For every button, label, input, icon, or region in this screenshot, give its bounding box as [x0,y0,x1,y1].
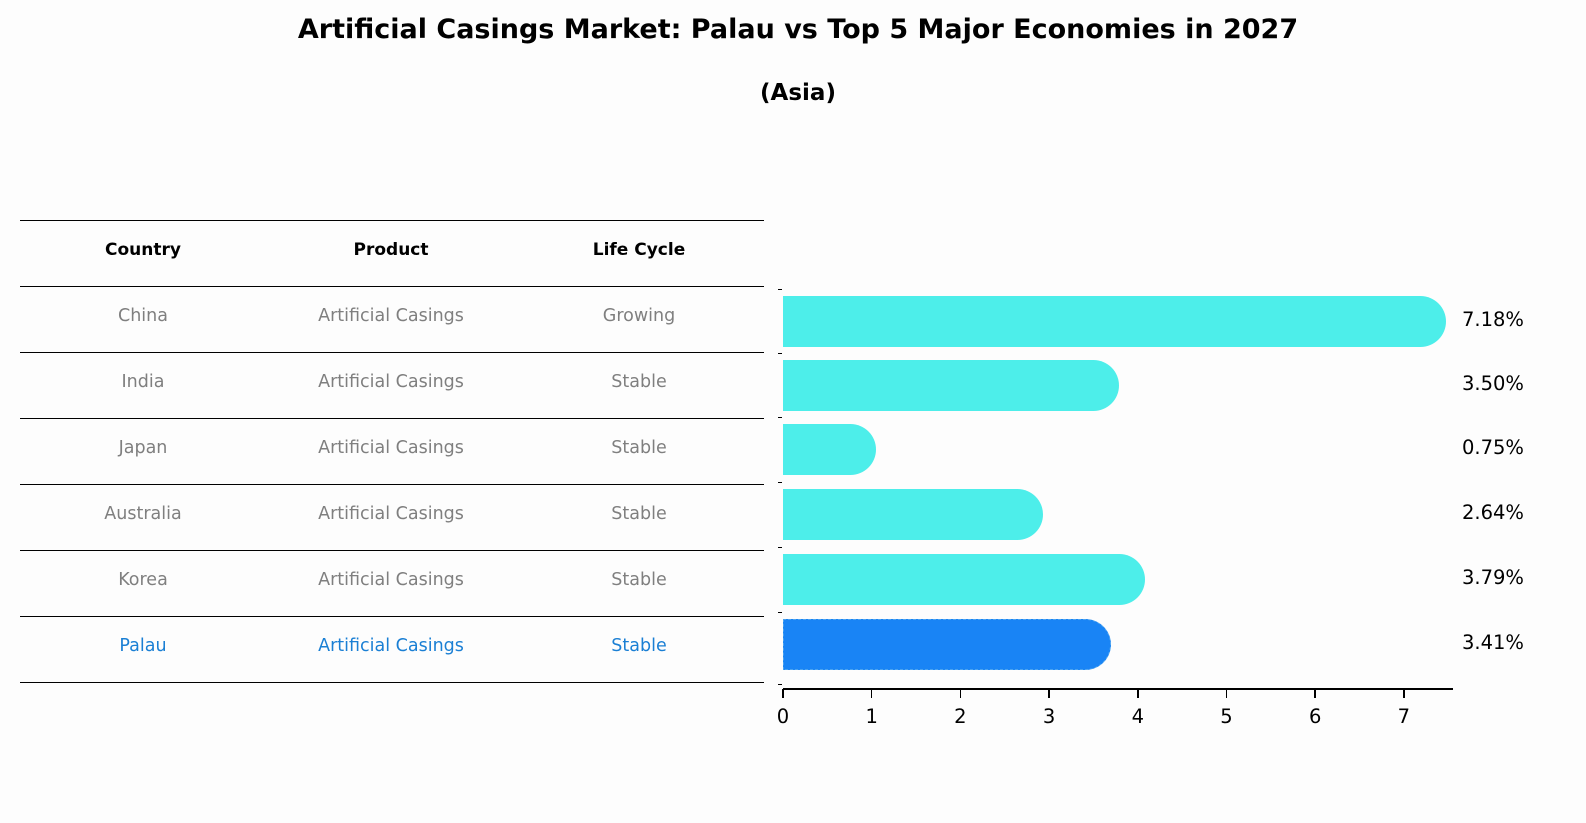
value-label: 0.75% [1462,436,1524,459]
header-life-cycle: Life Cycle [592,240,686,260]
header-product: Product [353,240,429,260]
x-tick [870,689,873,698]
cell-life-cycle: Growing [602,306,676,326]
y-tick [778,417,782,418]
x-tick-label: 2 [954,705,967,728]
x-tick-label: 0 [776,705,790,728]
y-tick [778,289,782,290]
x-tick-label: 6 [1308,705,1322,728]
cell-country: China [118,306,168,326]
x-tick [1137,689,1139,698]
value-label: 3.50% [1462,372,1524,395]
cell-country: India [121,372,165,392]
cell-product: Artificial Casings [318,438,464,458]
table-rule [20,286,764,287]
table-rule [20,418,764,419]
x-tick-label: 5 [1220,705,1233,728]
value-label: 3.41% [1462,631,1524,654]
cell-country: Australia [104,504,182,524]
cell-product: Artificial Casings [318,570,464,590]
x-tick [1048,689,1050,698]
cell-product: Artificial Casings [318,636,464,656]
x-tick-label: 3 [1042,705,1056,728]
value-label: 7.18% [1462,308,1524,331]
x-tick [1314,689,1316,698]
cell-life-cycle: Stable [611,570,667,590]
chart-title: Artificial Casings Market: Palau vs Top … [297,14,1299,45]
cell-life-cycle: Stable [611,636,667,656]
cell-country: Korea [118,570,168,590]
table-rule [20,682,764,683]
x-tick [959,689,962,698]
bar-india [783,360,1120,411]
table-rule [20,352,764,353]
y-tick [778,482,782,483]
value-label: 2.64% [1462,501,1524,524]
cell-country: Palau [119,636,167,656]
bar-china [783,296,1446,347]
header-country: Country [105,240,181,260]
x-tick [1225,689,1228,698]
cell-life-cycle: Stable [611,438,667,458]
cell-product: Artificial Casings [318,504,464,524]
cell-life-cycle: Stable [611,504,667,524]
bar-australia [783,489,1044,540]
x-tick [782,689,784,698]
y-tick [778,612,782,613]
y-tick [778,547,782,548]
cell-life-cycle: Stable [611,372,667,392]
y-tick [778,353,782,354]
cell-product: Artificial Casings [318,306,464,326]
x-tick-label: 1 [865,705,878,728]
x-axis-line [783,688,1453,690]
table-rule [20,616,764,617]
bar-palau [783,619,1112,670]
chart-subtitle: (Asia) [760,80,836,106]
table-rule [20,484,764,485]
cell-country: Japan [118,438,168,458]
table-rule [20,220,764,221]
value-label: 3.79% [1462,566,1524,589]
bar-korea [783,554,1146,605]
table-rule [20,550,764,551]
bar-japan [783,424,876,475]
y-tick [778,684,782,685]
cell-product: Artificial Casings [318,372,464,392]
x-tick [1403,689,1405,698]
x-tick-label: 4 [1131,705,1145,728]
x-tick-label: 7 [1397,705,1411,728]
